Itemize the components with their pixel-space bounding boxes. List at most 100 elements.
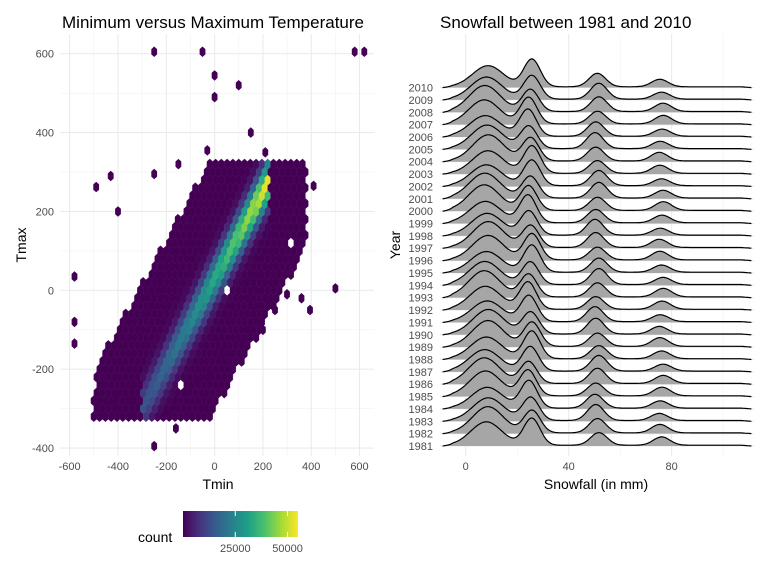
ridge-fill — [442, 173, 752, 199]
hexbin-outlier-cell — [262, 147, 269, 158]
year-label: 1998 — [409, 231, 433, 243]
hexbin-outlier-cell — [240, 336, 247, 347]
ridgeline-x-tick-labels: 0 40 80 — [463, 461, 678, 473]
hexbin-outlier-cell — [260, 324, 266, 336]
ridge-line — [442, 417, 752, 447]
ridge-fill — [442, 194, 752, 224]
hexbin-cells — [71, 46, 368, 452]
ridge-1989 — [442, 319, 752, 348]
hexbin-outlier-cell — [107, 170, 114, 182]
legend-tick-label: 50000 — [272, 543, 303, 555]
ridge-fill — [442, 330, 752, 360]
ridge-2004 — [442, 134, 752, 163]
ridge-line — [442, 193, 752, 225]
year-label: 1996 — [409, 256, 433, 268]
year-label: 1997 — [409, 243, 433, 255]
ridge-2002 — [442, 159, 752, 187]
ridge-line — [442, 96, 752, 126]
ridge-1992 — [442, 280, 752, 311]
year-label: 2000 — [409, 206, 433, 218]
x-tick-label: 0 — [212, 461, 218, 473]
y-tick-label: -400 — [32, 443, 54, 455]
year-label: 2009 — [409, 95, 433, 107]
hexbin-outlier-cell — [175, 158, 182, 170]
hexbin-y-tick-labels: -400 -200 0 200 400 600 — [32, 49, 54, 455]
hexbin-outlier-cell — [71, 338, 78, 349]
year-label: 1991 — [409, 317, 433, 329]
colorbar-legend: count 25000 50000 — [138, 511, 303, 555]
ridge-1995 — [442, 244, 752, 274]
ridge-fill — [442, 418, 752, 446]
hexbin-outlier-cell — [71, 316, 78, 328]
ridge-line — [442, 260, 752, 286]
ridge-1994 — [442, 260, 752, 286]
ridge-line — [442, 280, 752, 311]
ridge-1984 — [442, 379, 752, 410]
hexbin-outlier-cell — [211, 91, 218, 103]
ridge-line — [442, 172, 752, 200]
ridge-fill — [442, 380, 752, 409]
hexbin-outlier-cell — [115, 206, 121, 217]
ridge-2009 — [442, 74, 752, 101]
ridge-2003 — [442, 144, 752, 175]
hexbin-outlier-cell — [204, 145, 211, 156]
ridge-line — [442, 330, 752, 361]
ridge-2008 — [442, 84, 752, 113]
year-label: 2006 — [409, 132, 433, 144]
hexbin-cell — [299, 158, 306, 170]
ridge-line — [442, 108, 752, 138]
ridge-2001 — [442, 172, 752, 200]
hexbin-outlier-cell — [310, 180, 317, 192]
year-label: 2010 — [409, 83, 433, 95]
hexbin-outlier-cell — [151, 46, 158, 57]
ridge-fill — [442, 145, 752, 175]
year-label: 2005 — [409, 144, 433, 156]
ridgeline-panel: Snowfall between 1981 and 2010 0 40 80 198… — [387, 13, 754, 492]
year-label: 2004 — [409, 157, 433, 169]
ridge-line — [442, 319, 752, 348]
ridge-line — [442, 134, 752, 163]
ridge-fill — [442, 125, 752, 150]
ridge-1981 — [442, 417, 752, 447]
y-tick-label: 0 — [48, 285, 54, 297]
hexbin-outlier-cell — [129, 395, 136, 406]
ridge-fill — [442, 261, 752, 286]
ridge-1983 — [442, 396, 752, 422]
hexbin-outlier-cell — [351, 46, 358, 57]
ridge-line — [442, 244, 752, 274]
x-tick-label: -400 — [107, 461, 129, 473]
x-tick-label: 200 — [254, 461, 272, 473]
ridge-fill — [442, 159, 752, 187]
ridge-2010 — [442, 58, 752, 89]
hexbin-outlier-cell — [163, 407, 170, 418]
hexbin-outlier-cell — [71, 271, 78, 282]
ridge-line — [442, 221, 752, 249]
year-label: 1985 — [409, 392, 433, 404]
x-tick-label: 400 — [302, 461, 320, 473]
ridge-1988 — [442, 330, 752, 361]
x-tick-label: -600 — [59, 461, 81, 473]
ridge-line — [442, 270, 752, 299]
x-tick-label: 40 — [563, 461, 575, 473]
year-label: 1992 — [409, 305, 433, 317]
year-label: 1993 — [409, 293, 433, 305]
ridge-fill — [442, 295, 752, 323]
ridge-1990 — [442, 308, 752, 336]
x-tick-label: -200 — [155, 461, 177, 473]
year-label: 2003 — [409, 169, 433, 181]
legend-tick-label: 25000 — [220, 543, 251, 555]
legend-ticks: 25000 50000 — [220, 511, 303, 555]
hexbin-outlier-cell — [235, 80, 242, 91]
ridge-1987 — [442, 345, 752, 373]
ridge-fill — [442, 281, 752, 311]
ridge-line — [442, 159, 752, 187]
ridge-fill — [442, 396, 752, 422]
hexbin-outlier-cell — [93, 181, 100, 193]
hexbin-outlier-cell — [112, 395, 119, 406]
ridge-fill — [442, 369, 752, 397]
ridge-2006 — [442, 108, 752, 138]
year-label: 1999 — [409, 219, 433, 231]
hexbin-outlier-cell — [206, 367, 213, 379]
year-label: 2007 — [409, 120, 433, 132]
